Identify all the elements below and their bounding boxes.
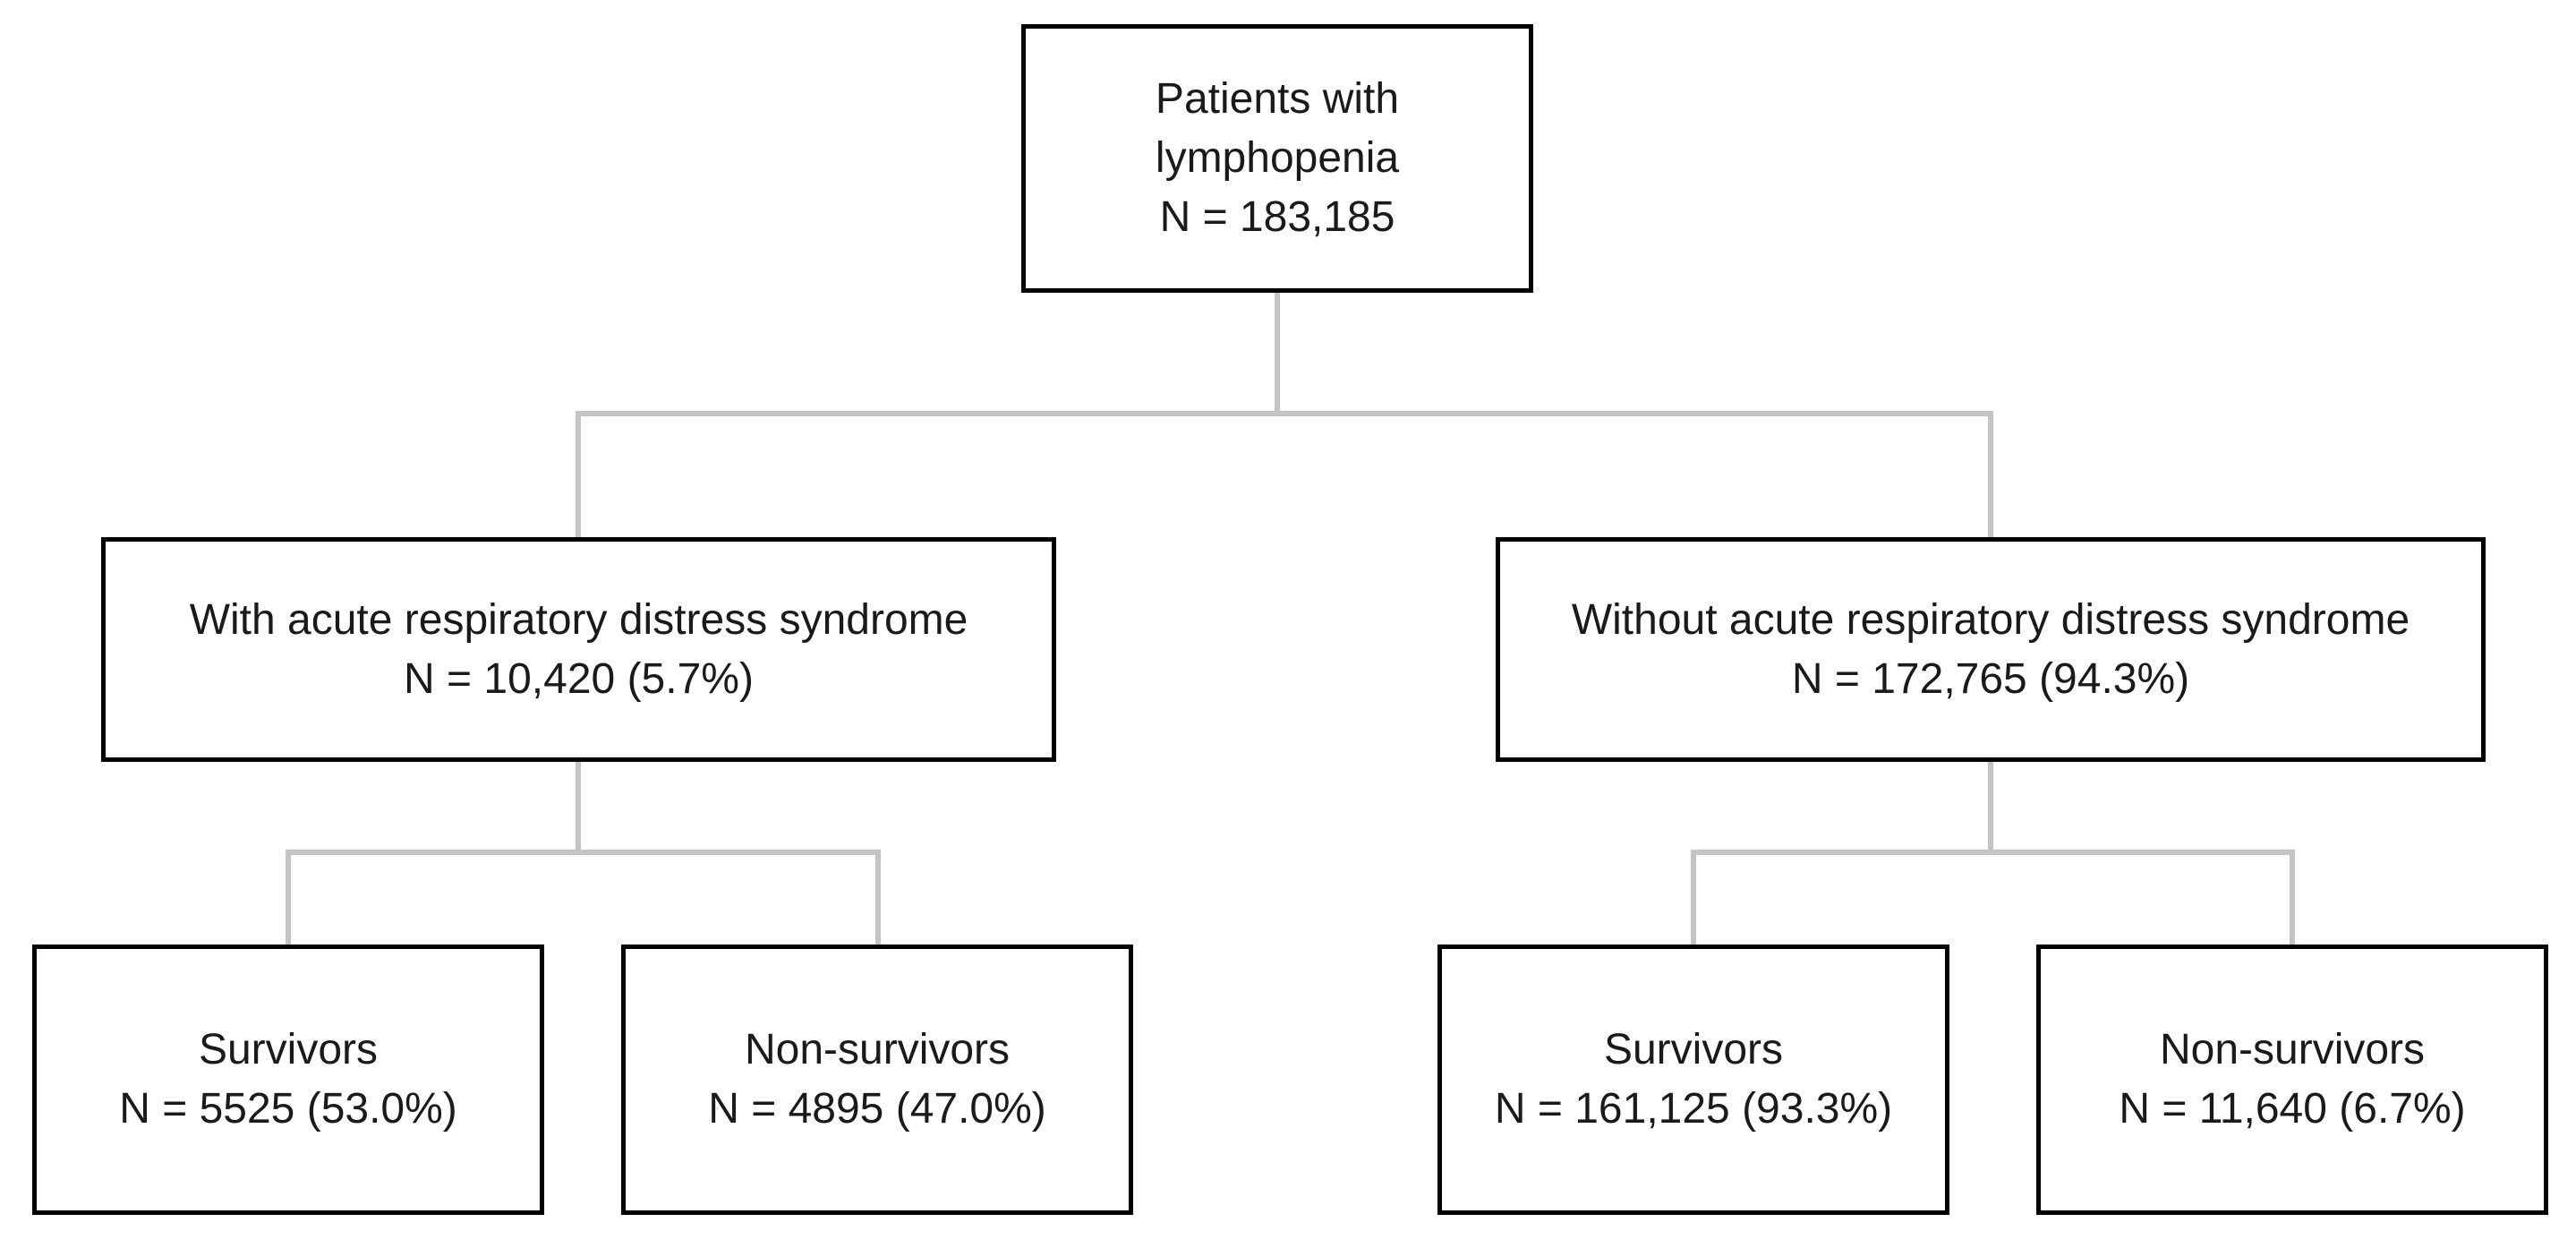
with-ards-connector xyxy=(286,757,881,949)
with-ards-survivors-count: N = 5525 (53.0%) xyxy=(119,1085,457,1133)
with-ards-non-survivors-box: Non-survivors N = 4895 (47.0%) xyxy=(621,945,1133,1215)
with-ards-non-survivors-label: Non-survivors xyxy=(744,1026,1011,1073)
root-count: N = 183,185 xyxy=(1159,193,1395,241)
without-ards-non-survivors-box: Non-survivors N = 11,640 (6.7%) xyxy=(2036,945,2548,1215)
without-ards-survivors-count: N = 161,125 (93.3%) xyxy=(1494,1085,1893,1133)
without-ards-box: Without acute respiratory distress syndr… xyxy=(1496,537,2486,762)
without-ards-label: Without acute respiratory distress syndr… xyxy=(1571,595,2410,644)
root-box: Patients with lymphopenia N = 183,185 xyxy=(1021,24,1533,293)
with-ards-survivors-box: Survivors N = 5525 (53.0%) xyxy=(32,945,544,1215)
with-ards-survivors-label: Survivors xyxy=(198,1026,379,1073)
with-ards-label: With acute respiratory distress syndrome xyxy=(189,595,968,644)
without-ards-non-survivors-label: Non-survivors xyxy=(2159,1026,2426,1073)
with-ards-box: With acute respiratory distress syndrome… xyxy=(101,537,1056,762)
without-ards-survivors-label: Survivors xyxy=(1603,1026,1784,1073)
without-ards-count: N = 172,765 (94.3%) xyxy=(1791,654,2190,703)
without-ards-non-survivors-count: N = 11,640 (6.7%) xyxy=(2119,1085,2466,1133)
without-ards-survivors-box: Survivors N = 161,125 (93.3%) xyxy=(1437,945,1949,1215)
with-ards-non-survivors-count: N = 4895 (47.0%) xyxy=(708,1085,1046,1133)
root-line-2: lymphopenia xyxy=(1155,134,1400,182)
root-line-1: Patients with xyxy=(1155,75,1400,123)
without-ards-connector xyxy=(1691,757,2295,949)
root-connector xyxy=(576,288,1993,542)
with-ards-count: N = 10,420 (5.7%) xyxy=(404,654,754,703)
